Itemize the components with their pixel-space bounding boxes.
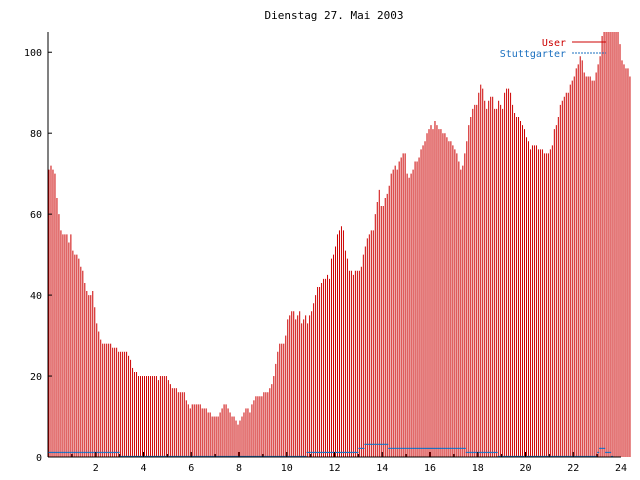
y-axis-ticks: 0 20 40 60 80 100 — [24, 48, 52, 464]
x-tick-label: 20 — [519, 463, 531, 474]
x-tick-label: 22 — [567, 463, 579, 474]
legend-label-stuttgarter: Stuttgarter — [500, 49, 566, 60]
y-tick-label: 20 — [30, 372, 42, 383]
x-tick-label: 8 — [236, 463, 242, 474]
chart-axes — [47, 32, 621, 458]
y-tick-label: 40 — [30, 291, 42, 302]
x-tick-label: 4 — [140, 463, 146, 474]
y-tick-label: 0 — [36, 453, 42, 464]
user-series-bars — [48, 32, 631, 457]
x-axis-ticks: 2 4 6 8 10 12 14 16 18 20 22 24 — [71, 452, 627, 474]
x-tick-label: 18 — [472, 463, 484, 474]
x-tick-label: 6 — [188, 463, 194, 474]
x-tick-label: 10 — [281, 463, 293, 474]
chart-title: Dienstag 27. Mai 2003 — [264, 9, 403, 22]
y-tick-label: 100 — [24, 48, 42, 59]
x-tick-label: 16 — [424, 463, 436, 474]
y-tick-label: 80 — [30, 129, 42, 140]
x-tick-label: 2 — [93, 463, 99, 474]
x-tick-label: 24 — [615, 463, 627, 474]
y-tick-label: 60 — [30, 210, 42, 221]
x-tick-label: 14 — [376, 463, 388, 474]
legend-label-user: User — [542, 38, 566, 49]
x-tick-label: 12 — [328, 463, 340, 474]
